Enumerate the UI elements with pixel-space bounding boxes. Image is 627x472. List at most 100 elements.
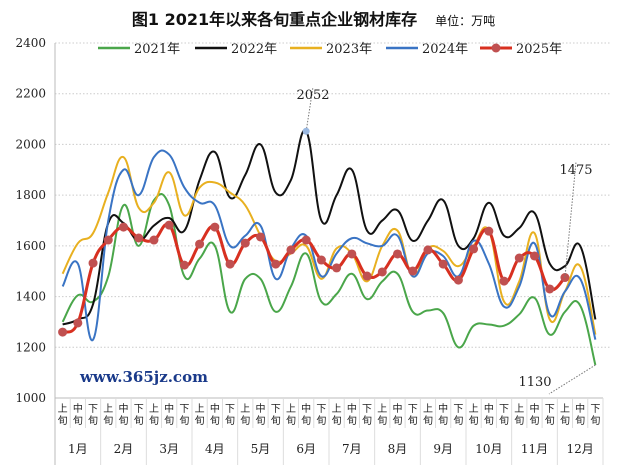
y-tick-label: 1800 bbox=[15, 188, 46, 202]
month-label: 4月 bbox=[205, 442, 225, 456]
data-point-2025 bbox=[210, 222, 220, 232]
month-label: 12月 bbox=[567, 442, 594, 456]
x-tick-label-char: 上 bbox=[103, 403, 113, 415]
annotation-leader bbox=[305, 86, 314, 132]
data-point-2025 bbox=[377, 267, 387, 277]
y-tick-label: 1600 bbox=[15, 239, 46, 253]
x-tick-label: 上旬 bbox=[240, 403, 250, 427]
data-label: 1475 bbox=[559, 163, 592, 178]
x-tick-label: 下旬 bbox=[316, 404, 326, 427]
x-tick-label: 中旬 bbox=[393, 402, 403, 427]
x-tick-label-char: 下 bbox=[453, 404, 463, 415]
x-tick-label: 上旬 bbox=[423, 403, 433, 427]
data-point-2025 bbox=[179, 260, 189, 270]
x-tick-label: 下旬 bbox=[408, 404, 418, 427]
y-tick-label: 2000 bbox=[15, 137, 46, 151]
month-label: 10月 bbox=[475, 442, 502, 456]
month-label: 5月 bbox=[251, 442, 271, 456]
month-label: 6月 bbox=[296, 442, 316, 456]
highlight-point bbox=[302, 127, 310, 135]
month-label: 7月 bbox=[342, 442, 362, 456]
x-tick-label-char: 旬 bbox=[545, 414, 555, 427]
y-tick-label: 2200 bbox=[15, 87, 46, 101]
x-tick-label: 下旬 bbox=[453, 404, 463, 427]
data-point-2025 bbox=[225, 259, 235, 269]
y-tick-label: 1200 bbox=[15, 340, 46, 354]
x-tick-label-char: 上 bbox=[286, 403, 296, 415]
data-point-2025 bbox=[88, 258, 98, 268]
annotation-leader bbox=[548, 364, 596, 395]
x-tick-label-char: 旬 bbox=[514, 414, 524, 427]
x-tick-label-char: 旬 bbox=[240, 414, 250, 427]
x-tick-label: 中旬 bbox=[530, 402, 540, 427]
x-tick-label-char: 中 bbox=[530, 402, 540, 415]
x-tick-label-char: 中 bbox=[393, 402, 403, 415]
series-line-2024年 bbox=[61, 149, 597, 341]
x-tick-label-char: 中 bbox=[301, 402, 311, 415]
data-point-2025 bbox=[545, 284, 555, 294]
x-tick-label-char: 旬 bbox=[134, 414, 144, 427]
x-tick-label-char: 旬 bbox=[484, 414, 494, 427]
x-tick-label-char: 上 bbox=[240, 403, 250, 415]
legend-label: 2023年 bbox=[326, 42, 372, 57]
month-label: 2月 bbox=[114, 442, 134, 456]
x-tick-label: 中旬 bbox=[73, 402, 83, 427]
x-tick-label-char: 上 bbox=[332, 403, 342, 415]
legend-label: 2022年 bbox=[231, 42, 277, 57]
month-label: 9月 bbox=[433, 442, 453, 456]
x-tick-label-char: 旬 bbox=[164, 414, 174, 427]
legend-label: 2025年 bbox=[516, 42, 562, 57]
x-tick-label: 中旬 bbox=[347, 402, 357, 427]
x-tick-label-char: 中 bbox=[164, 402, 174, 415]
x-tick-label-char: 旬 bbox=[590, 414, 600, 427]
data-point-2025 bbox=[453, 275, 463, 285]
x-tick-label: 中旬 bbox=[575, 402, 585, 427]
x-tick-label: 上旬 bbox=[332, 403, 342, 427]
data-point-2025 bbox=[301, 235, 311, 245]
x-tick-label: 中旬 bbox=[438, 402, 448, 427]
x-tick-label: 上旬 bbox=[560, 403, 570, 427]
x-tick-label-char: 下 bbox=[225, 404, 235, 415]
data-point-2025 bbox=[408, 266, 418, 276]
x-tick-label-char: 下 bbox=[545, 404, 555, 415]
x-tick-label: 上旬 bbox=[103, 403, 113, 427]
x-tick-label-char: 中 bbox=[73, 402, 83, 415]
x-tick-label-char: 上 bbox=[195, 403, 205, 415]
x-tick-label-char: 旬 bbox=[119, 414, 129, 427]
data-point-2025 bbox=[149, 235, 159, 245]
x-tick-label-char: 上 bbox=[423, 403, 433, 415]
y-tick-label: 1400 bbox=[15, 290, 46, 304]
x-tick-label-char: 下 bbox=[271, 404, 281, 415]
data-point-2025 bbox=[286, 245, 296, 255]
x-tick-label-char: 下 bbox=[499, 404, 509, 415]
x-tick-label: 上旬 bbox=[377, 403, 387, 427]
data-point-2025 bbox=[316, 255, 326, 265]
data-point-2025 bbox=[362, 271, 372, 281]
x-tick-label-char: 旬 bbox=[575, 414, 585, 427]
x-tick-label-char: 旬 bbox=[225, 414, 235, 427]
x-tick-label-char: 旬 bbox=[103, 414, 113, 427]
x-tick-label: 中旬 bbox=[164, 402, 174, 427]
x-tick-label-char: 旬 bbox=[560, 414, 570, 427]
data-point-2025 bbox=[240, 238, 250, 248]
data-point-2025 bbox=[119, 222, 128, 232]
y-tick-label: 2400 bbox=[15, 36, 46, 50]
data-point-2025 bbox=[484, 226, 494, 236]
x-tick-label: 下旬 bbox=[499, 404, 509, 427]
x-tick-label: 下旬 bbox=[134, 404, 144, 427]
data-point-2025 bbox=[58, 327, 68, 337]
x-tick-label: 上旬 bbox=[149, 403, 159, 427]
x-tick-label-char: 上 bbox=[560, 403, 570, 415]
x-tick-label: 下旬 bbox=[225, 404, 235, 427]
series-line-2022年 bbox=[62, 129, 597, 326]
x-tick-label-char: 下 bbox=[134, 404, 144, 415]
x-tick-label: 中旬 bbox=[119, 402, 129, 427]
x-tick-label-char: 上 bbox=[514, 403, 524, 415]
annotation-leader bbox=[564, 161, 577, 278]
x-tick-label-char: 旬 bbox=[362, 414, 372, 427]
x-tick-label: 下旬 bbox=[271, 404, 281, 427]
x-tick-label: 中旬 bbox=[256, 402, 266, 427]
month-label: 3月 bbox=[159, 442, 179, 456]
x-tick-label-char: 旬 bbox=[88, 414, 98, 427]
